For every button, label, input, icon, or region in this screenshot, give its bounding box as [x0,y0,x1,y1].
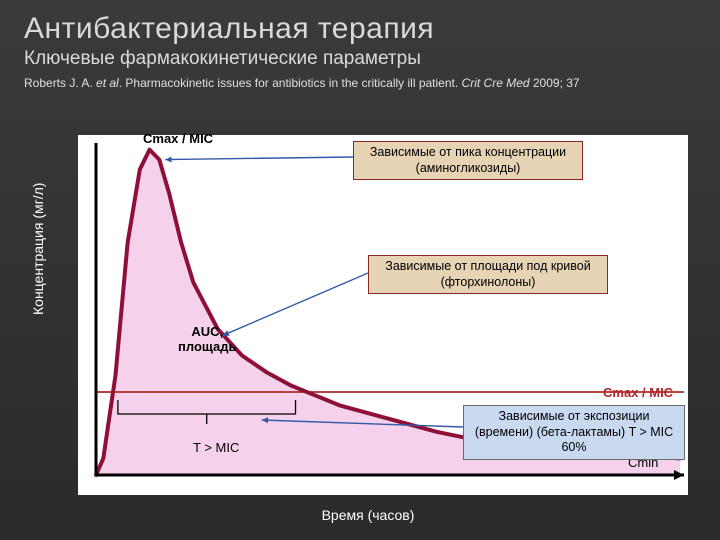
cmax-mic-top-label: Cmax / MIC [143,131,213,146]
time-dependent-box: Зависимые от экспозиции(времени) (бета-л… [463,405,685,460]
auc-area-label: AUC,площадь [178,325,236,355]
cmax-mic-right-label: Cmax / MIC [603,385,673,400]
x-axis-label: Время (часов) [48,507,688,523]
auc-dependent-box: Зависимые от площади под кривой(фторхино… [368,255,608,294]
page-subtitle: Ключевые фармакокинетические параметры [24,48,696,70]
peak-dependent-box: Зависимые от пика концентрации(аминоглик… [353,141,583,180]
t-above-mic-label: T > MIC [193,440,239,455]
y-axis-label: Концентрация (мг/л) [30,183,46,315]
page-title: Антибактериальная терапия [24,12,696,46]
pk-chart: Концентрация (мг/л) Время (часов) Cmax /… [48,135,688,515]
citation: Roberts J. A. et al. Pharmacokinetic iss… [24,76,696,90]
